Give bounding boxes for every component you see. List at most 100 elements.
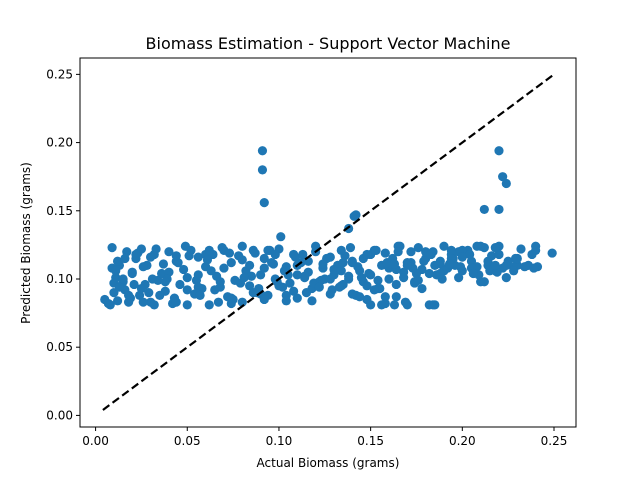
data-point (362, 249, 372, 260)
data-point (279, 266, 290, 276)
data-point (112, 256, 123, 266)
data-point (259, 263, 269, 273)
data-point (349, 211, 359, 221)
x-tick-label: 0.25 (541, 434, 568, 448)
data-point (182, 273, 192, 283)
data-point (345, 243, 356, 253)
data-point (325, 252, 335, 262)
data-point (547, 248, 557, 258)
data-point (120, 253, 130, 264)
data-point (417, 283, 427, 294)
data-point (498, 172, 508, 182)
data-point (259, 253, 269, 264)
data-point (501, 273, 511, 283)
data-point (175, 279, 185, 290)
data-point (285, 278, 295, 288)
data-point (373, 275, 383, 285)
data-point (237, 241, 247, 251)
data-point (202, 255, 213, 265)
data-point (371, 245, 381, 255)
data-point (366, 300, 376, 310)
y-axis-ticks: 0.00 0.05 0.10 0.15 0.20 0.25 (46, 67, 80, 422)
data-point (138, 262, 148, 272)
data-point (144, 288, 154, 298)
data-point (292, 293, 302, 303)
data-point (259, 294, 269, 305)
y-tick-label: 0.10 (46, 272, 73, 286)
y-tick-label: 0.00 (46, 408, 73, 422)
data-point (439, 241, 449, 251)
x-tick-label: 0.15 (357, 434, 384, 448)
data-point (171, 251, 181, 261)
data-point (329, 264, 339, 275)
data-point (184, 251, 194, 261)
data-point (268, 259, 279, 269)
data-point (301, 288, 312, 298)
data-point (413, 275, 423, 285)
data-point (501, 178, 511, 189)
x-axis-label: Actual Biomass (grams) (257, 456, 400, 470)
data-point (182, 285, 192, 295)
data-point (292, 270, 302, 280)
data-point (413, 243, 423, 253)
x-tick-label: 0.10 (266, 434, 293, 448)
data-point (516, 244, 526, 254)
data-point (399, 273, 409, 283)
data-point (237, 297, 247, 307)
plot-area (79, 57, 577, 428)
data-point (314, 282, 324, 292)
data-point (520, 262, 530, 272)
data-point (250, 248, 260, 258)
data-point (362, 281, 372, 291)
data-point (171, 297, 181, 307)
data-point (226, 258, 236, 268)
data-point (455, 262, 466, 272)
data-point (151, 244, 161, 254)
data-point (276, 232, 286, 242)
data-point (472, 241, 482, 251)
data-point (263, 245, 273, 255)
data-points (100, 146, 557, 310)
data-point (127, 268, 137, 279)
y-tick-label: 0.05 (46, 340, 73, 354)
data-point (206, 266, 216, 276)
data-point (454, 273, 464, 283)
data-point (193, 282, 203, 292)
y-tick-label: 0.20 (46, 136, 73, 150)
data-point (210, 285, 220, 295)
data-point (318, 259, 328, 269)
data-point (380, 292, 390, 302)
data-point (369, 285, 379, 295)
data-point (501, 260, 511, 270)
data-point (164, 247, 174, 257)
data-point (105, 300, 115, 310)
data-point (334, 282, 345, 292)
reference-line (102, 74, 553, 411)
data-point (391, 279, 401, 290)
data-point (158, 259, 169, 269)
data-point (213, 297, 224, 307)
data-point (125, 293, 136, 303)
y-axis-label: Predicted Biomass (grams) (19, 162, 33, 324)
data-point (529, 263, 539, 273)
data-point (270, 249, 280, 260)
data-point (479, 277, 489, 287)
data-point (325, 274, 335, 284)
data-point (353, 262, 363, 272)
data-point (338, 258, 348, 268)
data-point (118, 274, 128, 284)
data-point (256, 270, 266, 280)
data-point (307, 296, 317, 306)
data-point (289, 286, 299, 296)
data-point (245, 281, 255, 291)
data-point (468, 268, 478, 279)
data-point (204, 300, 214, 310)
x-tick-label: 0.00 (82, 434, 109, 448)
data-point (389, 259, 400, 269)
data-point (490, 260, 500, 270)
data-point (133, 248, 143, 258)
data-point (195, 290, 205, 300)
data-point (435, 268, 445, 279)
y-tick-label: 0.15 (46, 204, 73, 218)
data-point (347, 289, 357, 299)
